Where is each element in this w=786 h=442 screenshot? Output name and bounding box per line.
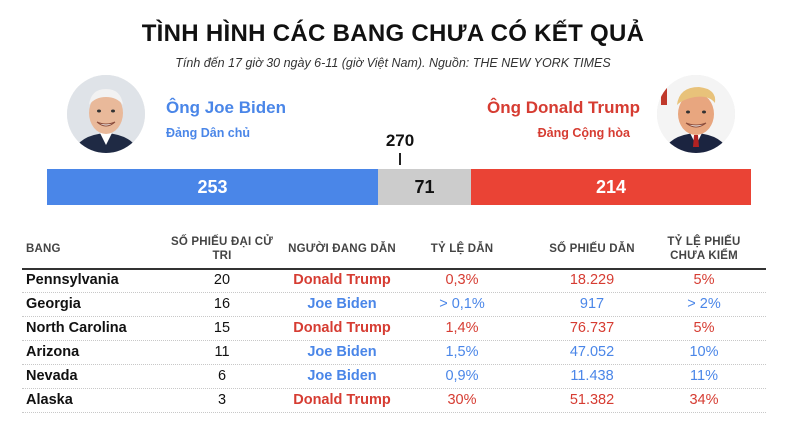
cell-electoral: 15 [213, 320, 231, 336]
cell-lead-votes: 47.052 [569, 344, 615, 360]
cell-lead-votes: 11.438 [570, 368, 614, 384]
cell-state: Nevada [26, 368, 78, 384]
cell-uncounted: 34% [689, 392, 719, 408]
cell-electoral: 11 [214, 344, 230, 360]
cell-margin: 30% [447, 392, 477, 408]
table-row: North Carolina 15 Donald Trump 1,4% 76.737 5% [22, 316, 766, 341]
cell-lead-votes: 51.382 [569, 392, 615, 408]
cell-margin: 1,5% [445, 344, 479, 360]
biden-portrait [67, 75, 145, 153]
bar-label-biden: 253 [197, 177, 228, 197]
cell-electoral: 3 [217, 392, 227, 408]
cell-leader: Donald Trump [293, 272, 391, 288]
table-row: Georgia 16 Joe Biden > 0,1% 917 > 2% [22, 292, 766, 317]
cell-leader: Donald Trump [293, 320, 391, 336]
table-row: Nevada 6 Joe Biden 0,9% 11.438 11% [22, 364, 766, 389]
cell-leader: Joe Biden [307, 296, 377, 312]
threshold-marker [399, 153, 401, 165]
cell-electoral: 16 [213, 296, 231, 312]
cell-uncounted: 11% [690, 368, 718, 384]
table-row: Arizona 11 Joe Biden 1,5% 47.052 10% [22, 340, 766, 365]
cell-state: Pennsylvania [26, 272, 119, 288]
bar-segment-biden [47, 169, 379, 205]
header-lead-votes: SỐ PHIẾU DẪN [549, 243, 635, 255]
bar-segment-undecided [378, 169, 471, 205]
biden-name: Ông Joe Biden [166, 98, 286, 117]
bar-segment-trump [470, 169, 751, 205]
cell-leader: Joe Biden [307, 344, 377, 360]
trump-party: Đảng Cộng hòa [537, 126, 630, 140]
cell-margin: 0,3% [445, 272, 479, 288]
cell-electoral: 20 [213, 272, 231, 288]
cell-lead-votes: 917 [579, 296, 605, 312]
cell-state: Alaska [26, 392, 73, 408]
header-state: BANG [26, 243, 61, 255]
cell-uncounted: > 2% [687, 296, 721, 312]
biden-party: Đảng Dân chủ [166, 126, 251, 140]
cell-lead-votes: 18.229 [569, 272, 615, 288]
cell-margin: 1,4% [445, 320, 479, 336]
table-row: Pennsylvania 20 Donald Trump 0,3% 18.229 5% [22, 268, 766, 293]
header-leader: NGƯỜI ĐANG DẪN [288, 243, 396, 255]
table-header: BANG SỐ PHIẾU ĐẠI CỬ TRI NGƯỜI ĐANG DẪN … [22, 230, 766, 270]
header-margin: TỶ LỆ DẪN [430, 243, 494, 255]
bar-label-undecided: 71 [414, 177, 435, 197]
cell-state: North Carolina [26, 320, 127, 336]
page-title: TÌNH HÌNH CÁC BANG CHƯA CÓ KẾT QUẢ [141, 20, 645, 47]
cell-state: Georgia [26, 296, 81, 312]
table-row: Alaska 3 Donald Trump 30% 51.382 34% [22, 388, 766, 413]
page-subtitle: Tính đến 17 giờ 30 ngày 6-11 (giờ Việt N… [175, 56, 611, 70]
cell-uncounted: 5% [693, 320, 715, 336]
cell-uncounted: 5% [693, 272, 715, 288]
cell-margin: 0,9% [445, 368, 479, 384]
cell-electoral: 6 [217, 368, 227, 384]
cell-leader: Joe Biden [307, 368, 377, 384]
trump-name: Ông Donald Trump [487, 98, 640, 117]
cell-leader: Donald Trump [293, 392, 391, 408]
header-uncounted: TỶ LỆ PHIẾU CHƯA KIỂM [667, 236, 741, 262]
bar-label-trump: 214 [595, 177, 626, 197]
cell-state: Arizona [26, 344, 80, 360]
cell-uncounted: 10% [689, 344, 719, 360]
header-electoral: SỐ PHIẾU ĐẠI CỬ TRI [171, 236, 273, 262]
trump-portrait [657, 75, 735, 153]
threshold-label: 270 [385, 131, 415, 150]
cell-lead-votes: 76.737 [569, 320, 615, 336]
cell-margin: > 0,1% [439, 296, 485, 312]
